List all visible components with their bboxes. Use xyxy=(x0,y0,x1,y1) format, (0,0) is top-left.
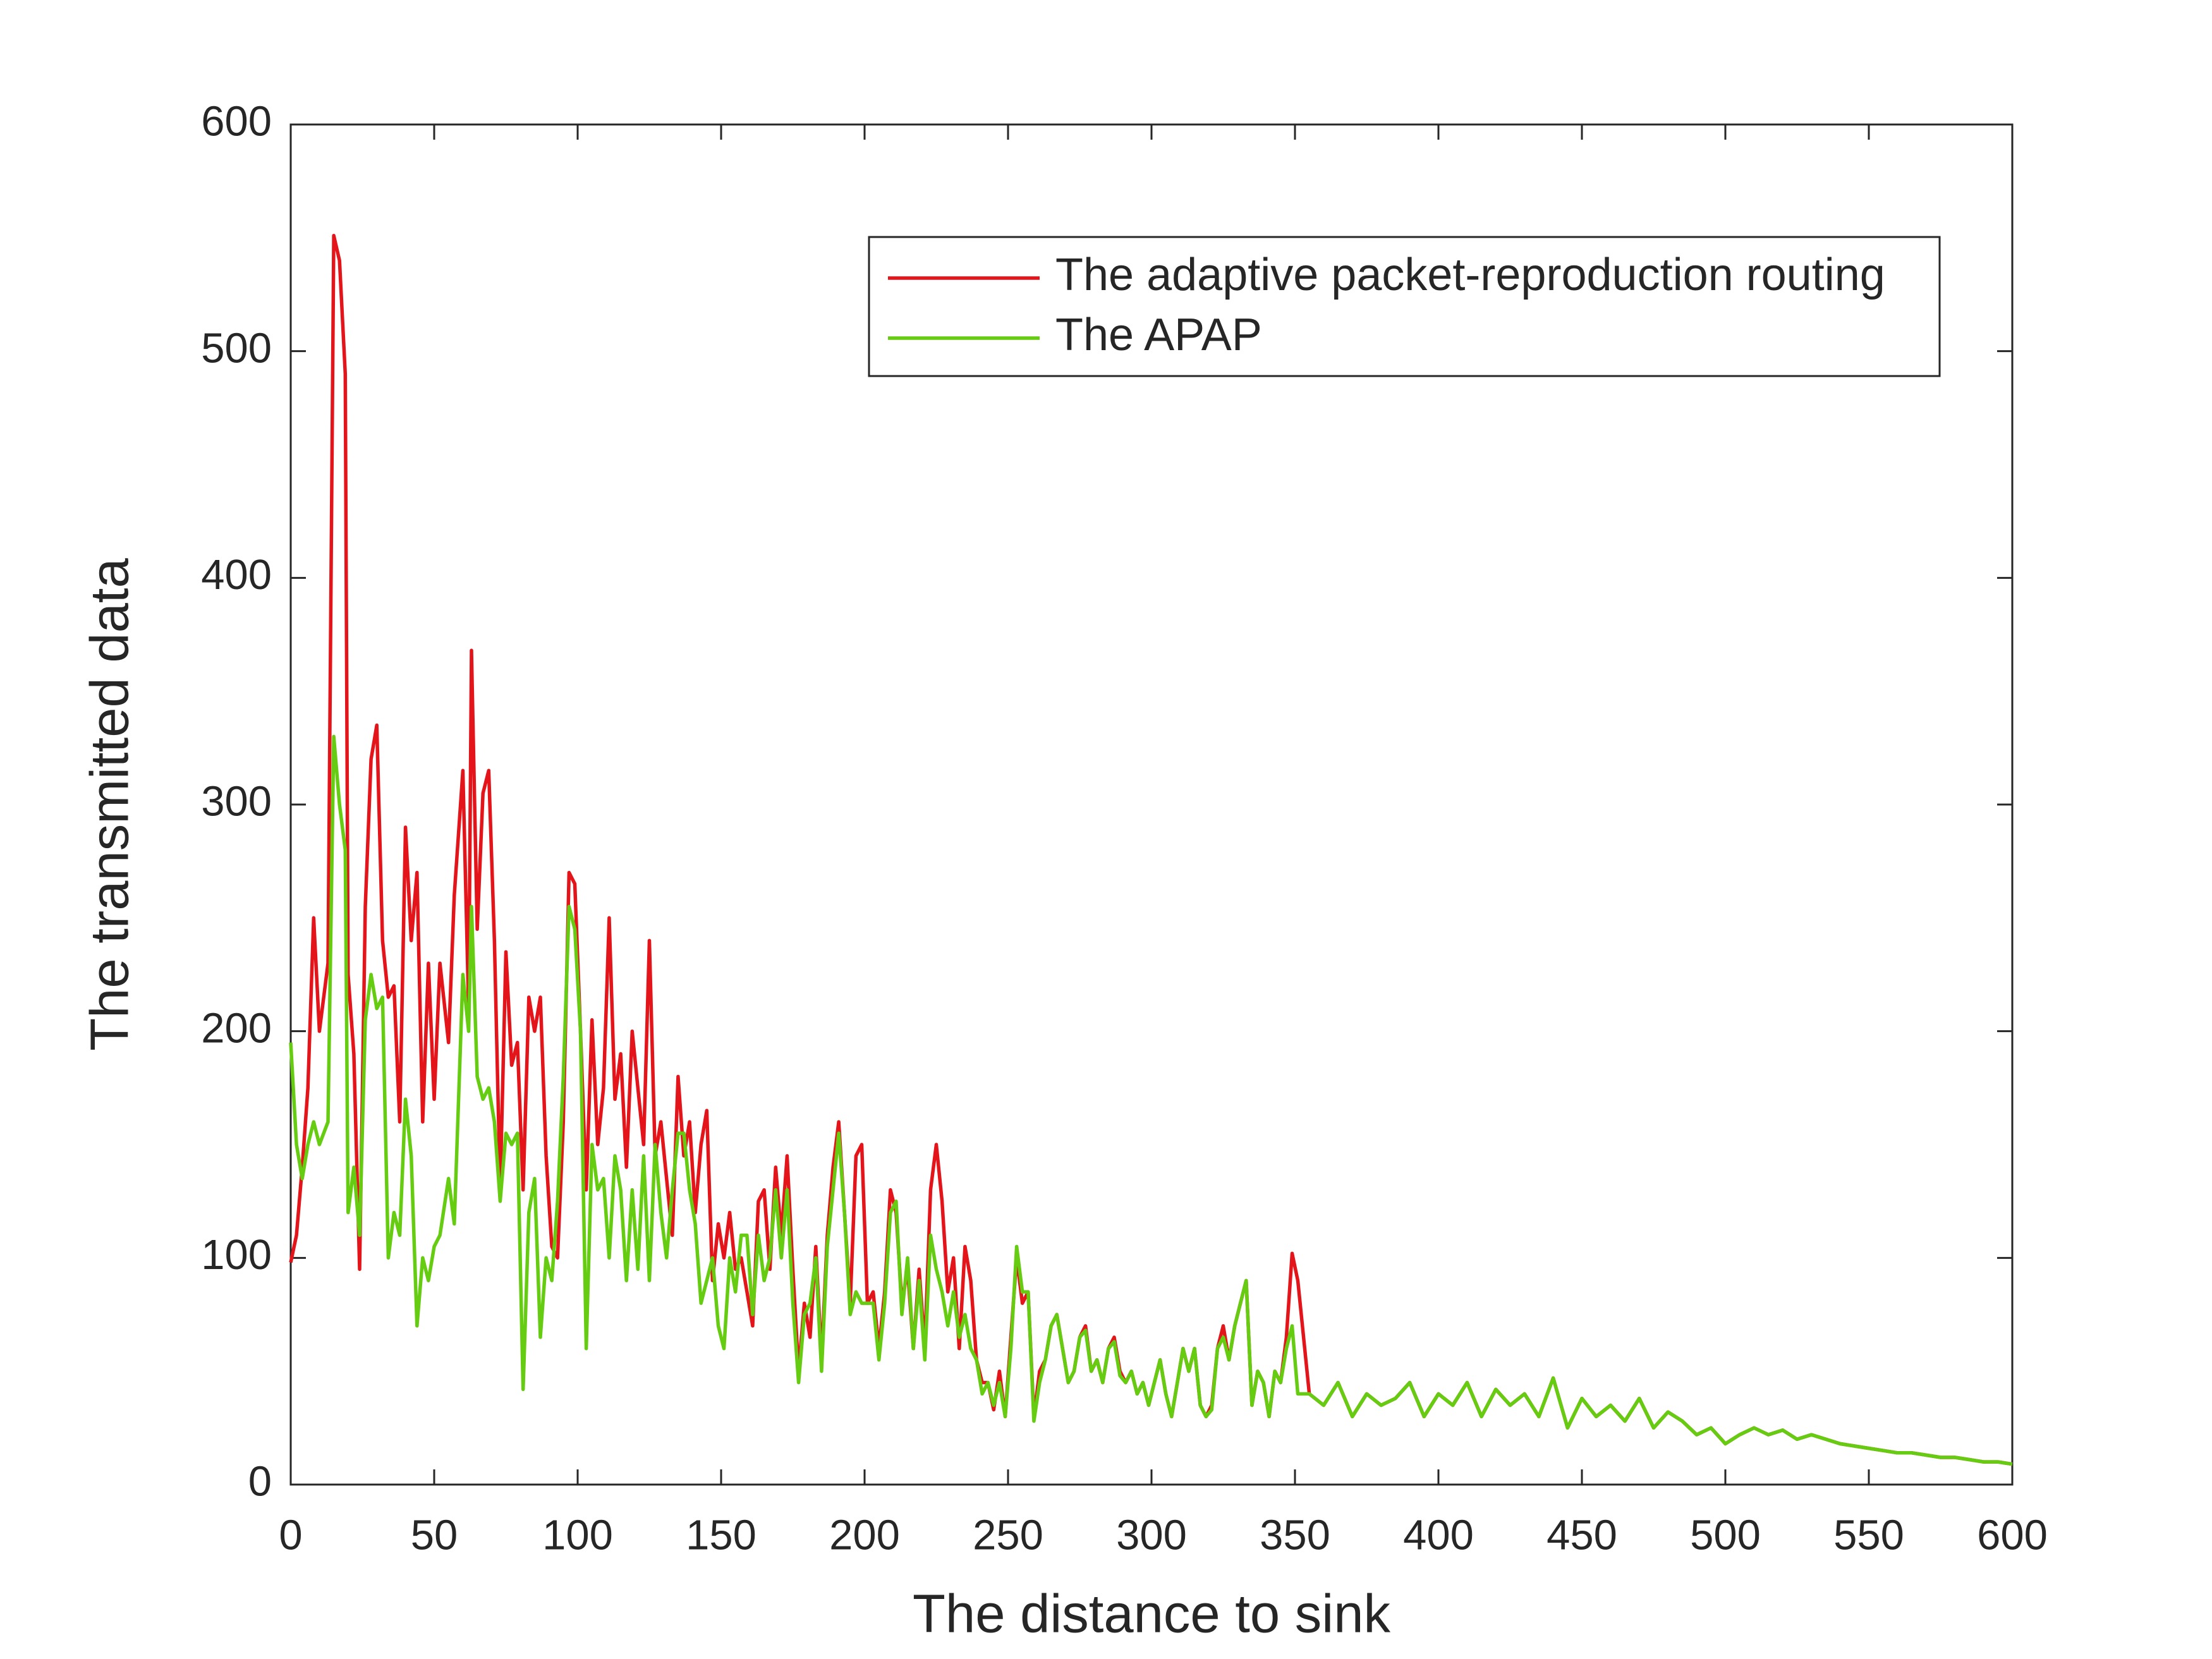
y-tick-label: 200 xyxy=(201,1004,272,1052)
x-tick-label: 300 xyxy=(1116,1512,1187,1559)
x-tick-label: 50 xyxy=(411,1512,458,1559)
x-tick-label: 350 xyxy=(1260,1512,1330,1559)
legend-label: The APAP xyxy=(1055,310,1262,360)
y-tick-label: 300 xyxy=(201,778,272,825)
x-tick-label: 0 xyxy=(279,1512,302,1559)
y-tick-label: 600 xyxy=(201,98,272,145)
y-tick-label: 0 xyxy=(248,1458,272,1505)
x-tick-label: 100 xyxy=(542,1512,613,1559)
x-tick-label: 500 xyxy=(1690,1512,1761,1559)
x-tick-label: 200 xyxy=(829,1512,900,1559)
y-axis-label: The transmitted data xyxy=(80,557,140,1050)
x-tick-label: 600 xyxy=(1977,1512,2048,1559)
legend-box xyxy=(868,236,1941,377)
x-axis-label: The distance to sink xyxy=(913,1584,1390,1644)
series-line xyxy=(289,734,2013,1466)
x-tick-label: 450 xyxy=(1547,1512,1617,1559)
legend-label: The adaptive packet-reproduction routing xyxy=(1055,250,1885,300)
y-tick-label: 500 xyxy=(201,324,272,372)
x-tick-label: 150 xyxy=(686,1512,757,1559)
x-tick-label: 400 xyxy=(1403,1512,1474,1559)
y-tick-label: 100 xyxy=(201,1231,272,1279)
x-tick-label: 250 xyxy=(973,1512,1043,1559)
y-tick-label: 400 xyxy=(201,551,272,599)
x-tick-label: 550 xyxy=(1833,1512,1904,1559)
